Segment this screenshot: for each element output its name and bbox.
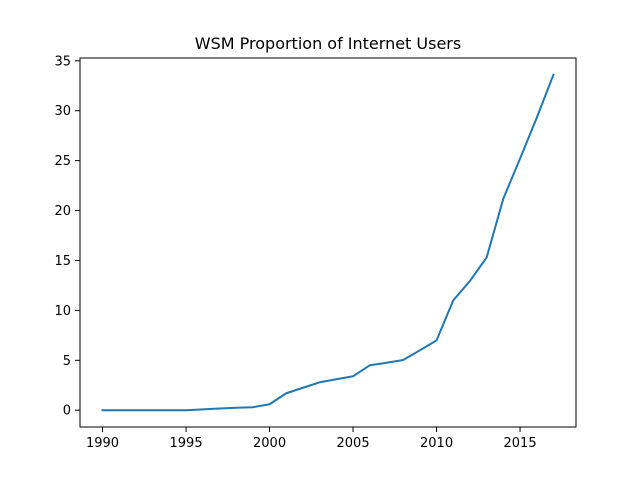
plot-layer: 1990 1995 2000 2005 2010 2015 0 5 10 15 20 25 30 35 (54, 54, 577, 451)
x-tick-label: 1990 (86, 436, 119, 451)
chart-title: WSM Proportion of Internet Users (195, 34, 461, 53)
x-tick-label: 2010 (420, 436, 453, 451)
y-tick-label: 25 (54, 154, 71, 169)
x-tick-label: 2015 (504, 436, 537, 451)
x-tick-label: 1995 (170, 436, 203, 451)
y-tick-label: 0 (63, 404, 71, 419)
y-tick-label: 20 (54, 204, 71, 219)
series-line-0 (101, 73, 555, 412)
y-tick-label: 30 (54, 104, 71, 119)
y-tick-label: 10 (54, 304, 71, 319)
y-tick-label: 15 (54, 254, 71, 269)
x-tick-label: 2005 (337, 436, 370, 451)
x-tick-label: 2000 (253, 436, 286, 451)
y-tick-label: 5 (63, 354, 71, 369)
axes-frame (79, 57, 577, 428)
y-tick-label: 35 (54, 54, 71, 69)
